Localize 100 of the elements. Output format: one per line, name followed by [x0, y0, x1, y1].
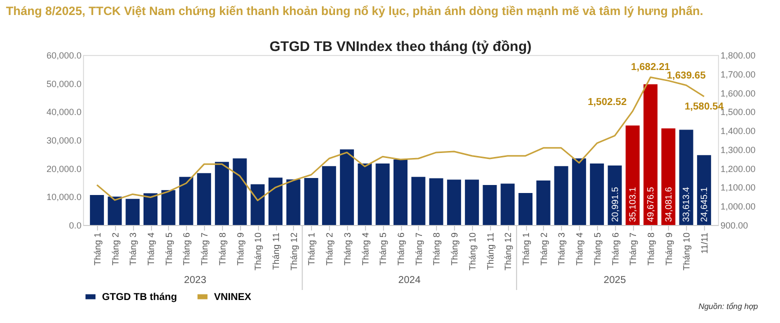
data-label: 34,081.6	[663, 186, 674, 222]
text: 2024	[398, 275, 421, 286]
x-tick-label: Tháng 3	[128, 232, 138, 266]
bar	[214, 162, 229, 225]
bar	[322, 166, 336, 225]
bar	[572, 158, 586, 225]
x-tick-label: Tháng 9	[450, 232, 460, 266]
bar	[429, 178, 444, 225]
y2-tick-label: 900.00	[720, 220, 748, 230]
x-tick-label: Tháng 10	[253, 232, 264, 271]
bar	[286, 179, 300, 225]
text: 2025	[604, 275, 626, 286]
y2-tick-label: 1,100.00	[720, 182, 756, 193]
bar	[197, 173, 212, 225]
legend-label: GTGD TB tháng	[102, 292, 177, 303]
bar	[644, 84, 658, 225]
bar	[590, 164, 604, 225]
text: Nguồn: tổng hợp	[698, 302, 759, 311]
bar	[518, 192, 532, 225]
data-label: 1,502.52	[588, 97, 628, 108]
bar	[500, 184, 515, 225]
x-tick-label: Tháng 8	[217, 232, 228, 266]
y-tick-label: 20,000.0	[46, 164, 82, 174]
legend-label: VNINEX	[214, 292, 252, 303]
bar	[447, 180, 462, 225]
x-tick-label: Tháng 8	[432, 232, 442, 266]
bar	[268, 178, 282, 225]
x-tick-label: Tháng 2	[324, 232, 335, 266]
x-tick-label: Tháng 2	[110, 232, 120, 266]
text: 2023	[184, 275, 207, 286]
x-tick-label: Tháng 2	[538, 232, 549, 266]
bar	[161, 190, 176, 225]
x-tick-label: Tháng 1	[521, 232, 531, 266]
x-tick-label: Tháng 1	[92, 232, 102, 266]
y-tick-label: 30,000.0	[46, 136, 82, 146]
bar	[232, 158, 247, 225]
x-tick-label: Tháng 12	[503, 232, 514, 271]
x-tick-label: Tháng 9	[235, 232, 246, 266]
bar	[179, 176, 194, 225]
x-tick-label: Tháng 7	[628, 232, 638, 266]
bar	[482, 185, 497, 225]
bar	[464, 180, 479, 225]
y2-tick-label: 1,700.00	[720, 69, 756, 80]
x-tick-label: Tháng 11	[271, 232, 281, 270]
x-tick-label: Tháng 5	[378, 232, 388, 266]
y2-tick-label: 1,800.00	[720, 50, 756, 60]
bar	[144, 193, 158, 225]
bar	[679, 130, 694, 225]
bar	[376, 164, 390, 225]
chart-subtitle: GTGD TB VNIndex theo tháng (tỷ đồng)	[269, 38, 532, 54]
x-tick-label: Tháng 9	[664, 232, 674, 266]
chart-title: Tháng 8/2025, TTCK Việt Nam chứng kiến thanh khoản bùng nổ kỷ lục, phản ánh dòng tiền mạnh mẽ và tâm lý hưng phấn.	[6, 4, 704, 18]
bar	[250, 184, 265, 225]
bar	[394, 160, 408, 225]
x-tick-label: Tháng 6	[610, 232, 620, 266]
bar	[304, 178, 318, 225]
bar	[411, 176, 426, 225]
x-tick-label: Tháng 5	[592, 232, 602, 266]
y2-tick-label: 1,000.00	[720, 202, 756, 212]
y2-tick-label: 1,200.00	[720, 164, 756, 174]
y2-tick-label: 1,600.00	[720, 88, 756, 98]
x-tick-label: Tháng 10	[682, 232, 692, 271]
y-tick-label: 0.0	[68, 220, 82, 230]
x-tick-label: Tháng 4	[574, 232, 585, 266]
x-tick-label: Tháng 7	[414, 232, 424, 266]
bar	[554, 166, 568, 225]
bar	[108, 196, 122, 225]
x-tick-label: Tháng 11	[485, 232, 496, 270]
bar	[661, 128, 676, 225]
bar	[340, 149, 354, 225]
x-tick-label: Tháng 4	[146, 232, 156, 266]
y-tick-label: 60,000.0	[46, 50, 82, 60]
x-tick-label: 11/11	[700, 232, 710, 254]
y2-tick-label: 1,400.00	[720, 126, 756, 136]
x-tick-label: Tháng 3	[556, 232, 567, 266]
data-label: 33,613.4	[681, 186, 692, 222]
bar	[536, 180, 550, 225]
bar	[90, 194, 104, 225]
data-label: 20,991.5	[610, 186, 620, 222]
x-tick-label: Tháng 12	[288, 232, 299, 271]
x-tick-label: Tháng 5	[164, 232, 174, 266]
bar	[626, 126, 640, 225]
x-tick-label: Tháng 4	[360, 232, 370, 266]
y2-tick-label: 1,300.00	[720, 144, 756, 155]
x-tick-label: Tháng 6	[396, 232, 406, 266]
x-tick-label: Tháng 10	[467, 232, 478, 271]
bar	[697, 155, 712, 225]
bar	[358, 164, 372, 225]
data-label: 35,103.1	[628, 186, 638, 222]
x-tick-label: Tháng 7	[200, 232, 210, 266]
x-tick-label: Tháng 8	[646, 232, 656, 266]
x-tick-label: Tháng 1	[306, 232, 317, 266]
x-tick-label: Tháng 3	[342, 232, 352, 266]
y-tick-label: 50,000.0	[46, 78, 82, 89]
data-label: 1,639.65	[666, 70, 706, 82]
bar	[126, 198, 140, 225]
y-tick-label: 10,000.0	[46, 192, 82, 202]
x-tick-label: Tháng 6	[182, 232, 192, 266]
y-tick-label: 40,000.0	[46, 107, 82, 118]
data-label: 49,676.5	[646, 186, 656, 222]
